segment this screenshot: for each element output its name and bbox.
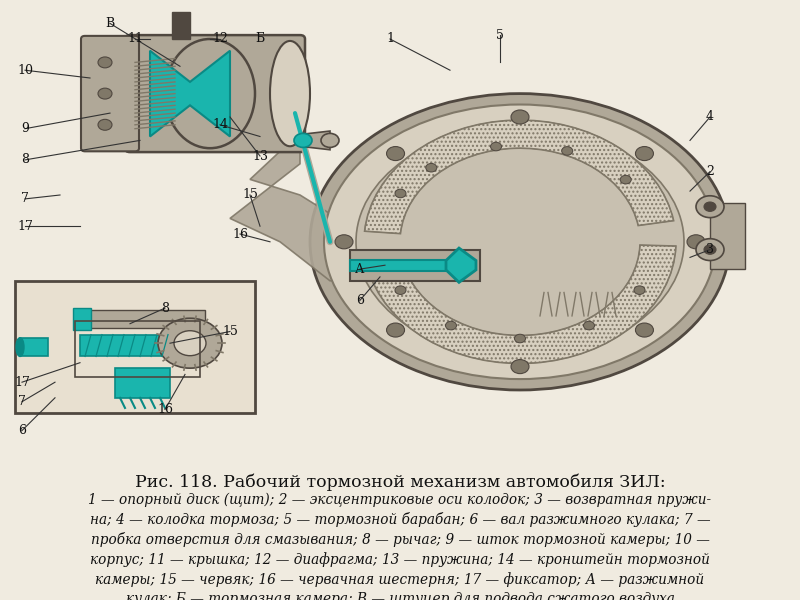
Circle shape xyxy=(696,239,724,260)
Circle shape xyxy=(174,331,206,356)
Text: 4: 4 xyxy=(706,110,714,124)
Text: 2: 2 xyxy=(706,165,714,178)
Ellipse shape xyxy=(270,41,310,146)
Bar xyxy=(85,310,205,328)
Circle shape xyxy=(98,88,112,99)
Bar xyxy=(115,368,170,398)
Circle shape xyxy=(634,286,645,295)
Bar xyxy=(80,335,180,356)
Circle shape xyxy=(583,321,594,330)
Text: 17: 17 xyxy=(14,376,30,389)
Text: пробка отверстия для смазывания; 8 — рычаг; 9 — шток тормозной камеры; 10 —: пробка отверстия для смазывания; 8 — рыч… xyxy=(90,532,710,547)
FancyBboxPatch shape xyxy=(125,35,305,152)
Text: 15: 15 xyxy=(222,325,238,338)
Text: А: А xyxy=(355,263,365,275)
Text: 6: 6 xyxy=(356,294,364,307)
Polygon shape xyxy=(230,133,360,281)
Wedge shape xyxy=(367,245,676,364)
Polygon shape xyxy=(446,248,476,283)
Circle shape xyxy=(620,175,631,184)
Circle shape xyxy=(98,119,112,130)
Text: камеры; 15 — червяк; 16 — червачная шестерня; 17 — фиксатор; А — разжимной: камеры; 15 — червяк; 16 — червачная шест… xyxy=(95,572,705,587)
Bar xyxy=(172,11,190,39)
Circle shape xyxy=(395,286,406,295)
Text: 1: 1 xyxy=(386,32,394,46)
Text: 16: 16 xyxy=(157,403,173,416)
Text: кулак; Б — тормозная камера; В — штуцер для подвода сжатого воздуха: кулак; Б — тормозная камера; В — штуцер … xyxy=(126,592,674,600)
Circle shape xyxy=(704,202,716,211)
Circle shape xyxy=(395,189,406,198)
Circle shape xyxy=(98,57,112,68)
Polygon shape xyxy=(303,131,330,150)
Text: 14: 14 xyxy=(212,118,228,131)
Text: 9: 9 xyxy=(21,122,29,135)
Circle shape xyxy=(426,163,437,172)
Text: 17: 17 xyxy=(17,220,33,233)
Text: 7: 7 xyxy=(18,395,26,408)
Circle shape xyxy=(696,196,724,218)
Text: Б: Б xyxy=(255,32,265,46)
Circle shape xyxy=(335,235,353,249)
Text: 6: 6 xyxy=(18,424,26,437)
Bar xyxy=(350,250,480,281)
Ellipse shape xyxy=(310,94,730,390)
Circle shape xyxy=(386,323,405,337)
Text: на; 4 — колодка тормоза; 5 — тормозной барабан; 6 — вал разжимного кулака; 7 —: на; 4 — колодка тормоза; 5 — тормозной б… xyxy=(90,512,710,527)
Circle shape xyxy=(446,321,457,330)
Ellipse shape xyxy=(16,338,24,356)
Text: 11: 11 xyxy=(127,32,143,46)
Text: 15: 15 xyxy=(242,188,258,202)
Bar xyxy=(350,260,464,271)
Bar xyxy=(710,203,745,269)
Circle shape xyxy=(511,110,529,124)
Text: 16: 16 xyxy=(232,227,248,241)
Text: Рис. 118. Рабочий тормозной механизм автомобиля ЗИЛ:: Рис. 118. Рабочий тормозной механизм авт… xyxy=(134,473,666,491)
Bar xyxy=(73,308,91,330)
Text: 1 — опорный диск (щит); 2 — эксцентриковые оси колодок; 3 — возвратная пружи-: 1 — опорный диск (щит); 2 — эксцентриков… xyxy=(89,493,711,507)
FancyBboxPatch shape xyxy=(81,36,139,151)
Circle shape xyxy=(321,133,339,148)
Ellipse shape xyxy=(356,127,684,357)
Text: 7: 7 xyxy=(21,193,29,205)
Circle shape xyxy=(635,323,654,337)
Bar xyxy=(20,338,48,356)
Circle shape xyxy=(687,235,705,249)
Bar xyxy=(15,281,255,413)
Text: 12: 12 xyxy=(212,32,228,46)
Wedge shape xyxy=(365,120,674,233)
Circle shape xyxy=(158,318,222,368)
Text: 8: 8 xyxy=(21,154,29,166)
Circle shape xyxy=(386,146,405,161)
Circle shape xyxy=(514,334,526,343)
Text: 3: 3 xyxy=(706,243,714,256)
Circle shape xyxy=(490,142,502,151)
Text: корпус; 11 — крышка; 12 — диафрагма; 13 — пружина; 14 — кронштейн тормозной: корпус; 11 — крышка; 12 — диафрагма; 13 … xyxy=(90,553,710,567)
Text: 8: 8 xyxy=(161,302,169,314)
Circle shape xyxy=(511,359,529,374)
Text: 5: 5 xyxy=(496,29,504,41)
Bar xyxy=(75,320,200,377)
Text: 10: 10 xyxy=(17,64,33,77)
Circle shape xyxy=(704,245,716,254)
Ellipse shape xyxy=(165,39,255,148)
Circle shape xyxy=(294,133,312,148)
Circle shape xyxy=(635,146,654,161)
Circle shape xyxy=(562,146,573,155)
Ellipse shape xyxy=(324,104,716,379)
Text: 13: 13 xyxy=(252,149,268,163)
Polygon shape xyxy=(150,51,230,136)
Text: В: В xyxy=(106,17,114,30)
